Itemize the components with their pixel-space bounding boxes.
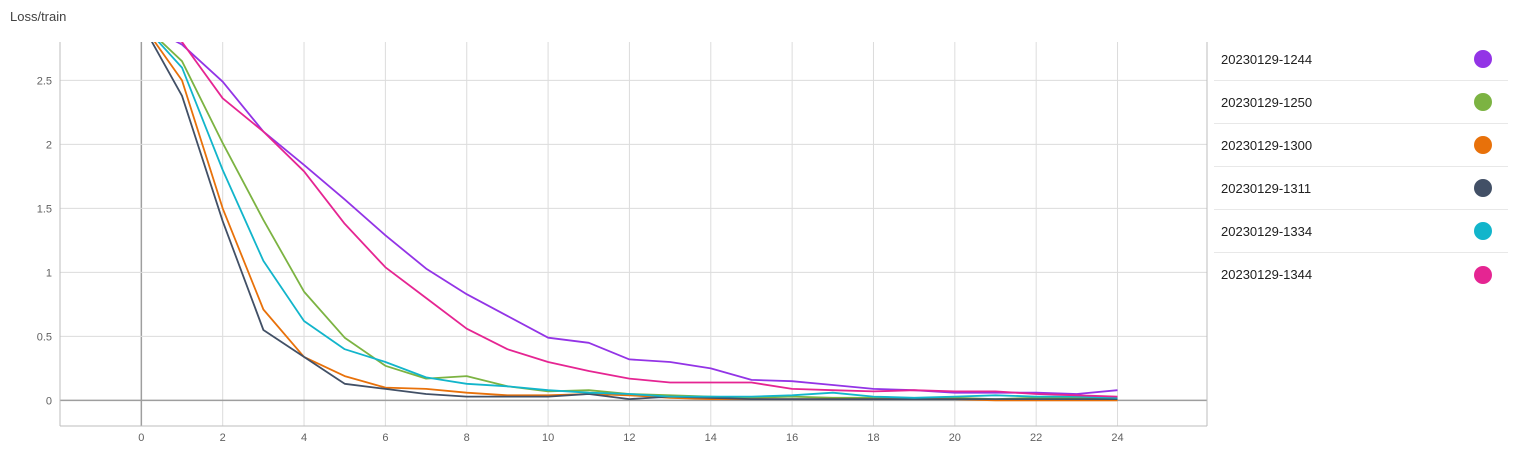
legend-color-dot bbox=[1474, 222, 1492, 240]
x-tick-label: 24 bbox=[1111, 432, 1123, 444]
chart-title: Loss/train bbox=[10, 9, 67, 24]
y-tick-label: 0 bbox=[46, 395, 52, 407]
legend-item[interactable]: 20230129-1344 bbox=[1214, 253, 1508, 296]
legend-item[interactable]: 20230129-1334 bbox=[1214, 210, 1508, 253]
x-tick-label: 0 bbox=[138, 432, 144, 444]
x-tick-label: 4 bbox=[301, 432, 307, 444]
x-tick-label: 22 bbox=[1030, 432, 1042, 444]
y-tick-label: 1 bbox=[46, 267, 52, 279]
legend: 20230129-1244 20230129-1250 20230129-1300 2… bbox=[1214, 38, 1508, 296]
series-line-20230129-1334 bbox=[157, 42, 1118, 399]
legend-color-dot bbox=[1474, 93, 1492, 111]
legend-label: 20230129-1250 bbox=[1221, 94, 1313, 110]
x-tick-label: 8 bbox=[464, 432, 470, 444]
series-line-20230129-1311 bbox=[150, 42, 1118, 401]
legend-color-dot bbox=[1474, 50, 1492, 68]
legend-item[interactable]: 20230129-1244 bbox=[1214, 38, 1508, 81]
legend-color-dot bbox=[1474, 179, 1492, 197]
legend-item[interactable]: 20230129-1250 bbox=[1214, 81, 1508, 124]
x-tick-label: 16 bbox=[786, 432, 798, 444]
legend-label: 20230129-1244 bbox=[1221, 51, 1313, 67]
legend-color-dot bbox=[1474, 136, 1492, 154]
y-tick-label: 2 bbox=[46, 139, 52, 151]
legend-color-dot bbox=[1474, 265, 1492, 284]
x-tick-label: 14 bbox=[705, 432, 717, 444]
y-tick-label: 1.5 bbox=[37, 203, 52, 215]
x-tick-label: 20 bbox=[949, 432, 961, 444]
x-tick-label: 18 bbox=[867, 432, 879, 444]
y-tick-label: 2.5 bbox=[37, 75, 52, 87]
legend-label: 20230129-1334 bbox=[1221, 223, 1313, 239]
legend-label: 20230129-1344 bbox=[1221, 267, 1313, 282]
legend-label: 20230129-1311 bbox=[1221, 180, 1312, 196]
legend-item[interactable]: 20230129-1300 bbox=[1214, 124, 1508, 167]
x-tick-label: 2 bbox=[220, 432, 226, 444]
series-line-20230129-1244 bbox=[175, 42, 1118, 395]
legend-item[interactable]: 20230129-1311 bbox=[1214, 167, 1508, 210]
x-tick-label: 6 bbox=[382, 432, 388, 444]
x-tick-label: 10 bbox=[542, 432, 554, 444]
y-tick-label: 0.5 bbox=[37, 331, 52, 343]
legend-label: 20230129-1300 bbox=[1221, 137, 1313, 153]
x-tick-label: 12 bbox=[623, 432, 635, 444]
series-line-20230129-1344 bbox=[179, 42, 1118, 398]
